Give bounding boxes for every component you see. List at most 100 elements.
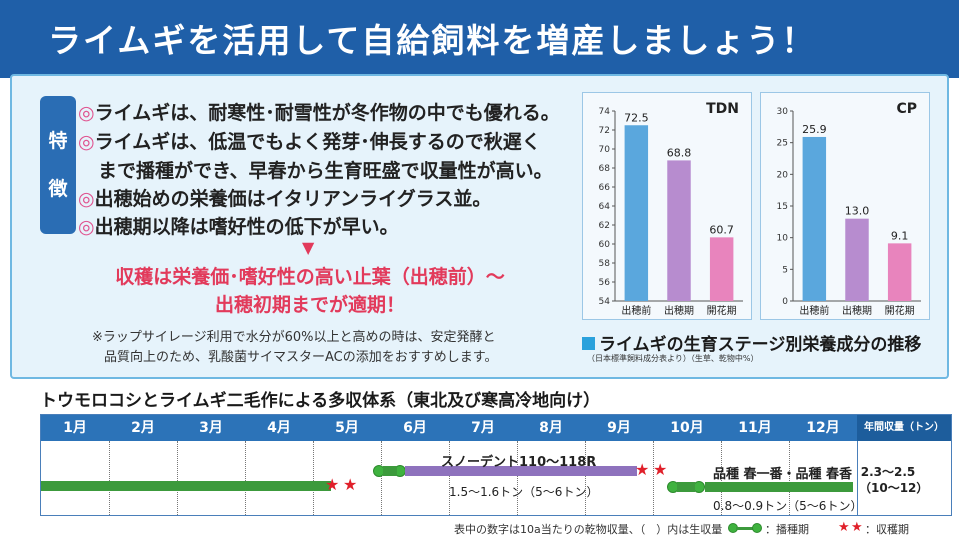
month-divider <box>313 441 314 515</box>
y-tick-label: 62 <box>599 221 610 231</box>
y-tick-label: 10 <box>777 234 789 244</box>
feature-item: ◎ライムギは、耐寒性･耐雪性が冬作物の中でも優れる。 <box>78 102 560 124</box>
month-divider <box>449 441 450 515</box>
month-header: 3月 <box>199 420 223 436</box>
feature-item: ◎出穂始めの栄養価はイタリアンライグラス並。 <box>78 188 492 210</box>
month-header: 1月 <box>63 420 87 436</box>
harvest-star-icon: ★ <box>325 475 340 494</box>
month-divider <box>789 441 790 515</box>
corn-variety-label: スノーデント110～118R <box>441 455 597 470</box>
harvest-legend-star-icon: ★ <box>851 520 863 535</box>
rye-variety-label: 品種 春一番・品種 春香 <box>713 467 853 482</box>
cp-chart: 0 5 10 15 20 25 30 CP 25.9 出穂前 13.0 出穂期 9.1 開花期 <box>777 101 921 317</box>
month-header: 11月 <box>738 420 772 436</box>
y-tick-label: 70 <box>599 145 611 155</box>
data-label: 13.0 <box>845 205 870 218</box>
corn-yield-label: 1.5～1.6トン（5～6トン） <box>449 485 599 499</box>
month-header: 5月 <box>335 420 359 436</box>
annual-yield: 2.3～2.5 <box>860 465 916 479</box>
y-tick-label: 30 <box>777 107 789 117</box>
month-divider <box>585 441 586 515</box>
annual-divider <box>857 441 858 515</box>
conclusion-line: 出穂初期までが適期！ <box>214 294 405 316</box>
page-title: ライムギを活用して自給飼料を増産しましょう！ <box>48 21 817 60</box>
chart-source: （日本標準飼料成分表より）（生草、乾物中%） <box>587 354 759 363</box>
note-line: ※ラップサイレージ利用で水分が60%以上と高めの時は、安定発酵と <box>92 330 496 345</box>
month-divider <box>721 441 722 515</box>
y-tick-label: 72 <box>599 126 610 136</box>
bar <box>624 125 649 301</box>
bar <box>845 218 869 301</box>
month-header: 8月 <box>539 420 563 436</box>
y-tick-label: 15 <box>777 202 788 212</box>
month-header: 6月 <box>403 420 427 436</box>
y-tick-label: 74 <box>599 107 611 117</box>
month-divider <box>177 441 178 515</box>
month-header: 12月 <box>806 420 840 436</box>
feature-item: ◎出穂期以降は嗜好性の低下が早い。 <box>78 216 399 238</box>
rye-yield-label: 0.8～0.9トン（5～6トン） <box>713 499 863 513</box>
y-tick-label: 66 <box>599 183 611 193</box>
harvest-star-icon: ★ <box>343 475 358 494</box>
bar <box>802 136 827 301</box>
feature-tag-char: 徴 <box>48 178 68 200</box>
timeline-title: トウモロコシとライムギ二毛作による多収体系（東北及び寒高冷地向け） <box>40 391 601 411</box>
feature-tag: 特 徴 <box>40 96 76 234</box>
crop-timeline: 1月 2月 3月 4月 5月 6月 7月 8月 9月 10月 11月 12月 年間収量（トン） ★ ★ … <box>40 414 952 516</box>
rye-growth-bar <box>705 482 853 492</box>
footer-note: 表中の数字は10a当たりの乾物収量、（ ）内は生収量 <box>454 523 723 536</box>
y-tick-label: 64 <box>599 202 611 212</box>
y-tick-label: 54 <box>599 297 611 307</box>
bar <box>887 243 912 301</box>
annual-yield-fresh: （10～12） <box>859 481 929 495</box>
tdn-chart-box: 54 56 58 60 62 64 66 68 70 72 74 TDN 72.5 出穂前 68.8 出穂期 6… <box>582 92 752 320</box>
down-arrow-icon: ▼ <box>302 238 315 257</box>
category-label: 出穂期 <box>664 304 694 317</box>
data-label: 9.1 <box>891 229 909 242</box>
chart-title: CP <box>896 101 917 117</box>
harvest-legend-label: ：収穫期 <box>865 523 909 536</box>
bar <box>667 160 691 301</box>
feature-tag-char: 特 <box>48 130 68 152</box>
month-header: 7月 <box>471 420 495 436</box>
category-label: 開花期 <box>885 304 915 317</box>
annual-yield-header: 年間収量（トン） <box>857 415 951 441</box>
sowing-legend-line <box>736 527 754 530</box>
y-tick-label: 58 <box>599 259 611 269</box>
tdn-chart: 54 56 58 60 62 64 66 68 70 72 74 TDN 72.5 出穂前 68.8 出穂期 6… <box>599 101 743 317</box>
harvest-legend-star-icon: ★ <box>838 520 850 535</box>
chart-caption: ライムギの生育ステージ別栄養成分の推移 <box>582 330 921 355</box>
feature-item: ◎ライムギは、低温でもよく発芽･伸長するので秋遅く <box>78 131 541 153</box>
month-header: 4月 <box>267 420 291 436</box>
data-label: 68.8 <box>667 146 692 159</box>
conclusion-line: 収穫は栄養価･嗜好性の高い止葉（出穂前）～ <box>115 266 505 288</box>
data-label: 25.9 <box>802 123 827 136</box>
data-label: 60.7 <box>709 223 734 236</box>
y-tick-label: 0 <box>782 297 788 307</box>
month-divider <box>517 441 518 515</box>
y-tick-label: 5 <box>782 265 788 275</box>
sowing-legend-label: ：播種期 <box>765 523 809 536</box>
bar <box>709 237 734 301</box>
category-label: 開花期 <box>707 304 737 317</box>
y-tick-label: 56 <box>599 278 611 288</box>
note-line: 品質向上のため、乳酸菌サイマスターACの添加をおすすめします。 <box>104 350 498 365</box>
month-divider <box>653 441 654 515</box>
y-tick-label: 20 <box>777 170 789 180</box>
month-divider <box>245 441 246 515</box>
month-divider <box>381 441 382 515</box>
harvest-star-icon: ★ <box>635 460 650 479</box>
harvest-star-icon: ★ <box>653 460 668 479</box>
corn-growth-bar <box>405 466 637 476</box>
data-label: 72.5 <box>624 111 649 124</box>
sowing-connector <box>677 482 695 492</box>
sowing-connector <box>383 466 397 476</box>
sowing-legend-dot-icon <box>752 523 762 533</box>
month-divider <box>109 441 110 515</box>
month-header: 10月 <box>670 420 704 436</box>
cp-chart-box: 0 5 10 15 20 25 30 CP 25.9 出穂前 13.0 出穂期 9.1 開花期 <box>760 92 930 320</box>
rye-growth-bar <box>41 481 331 491</box>
category-label: 出穂期 <box>842 304 872 317</box>
y-tick-label: 60 <box>599 240 611 250</box>
month-header: 2月 <box>131 420 155 436</box>
